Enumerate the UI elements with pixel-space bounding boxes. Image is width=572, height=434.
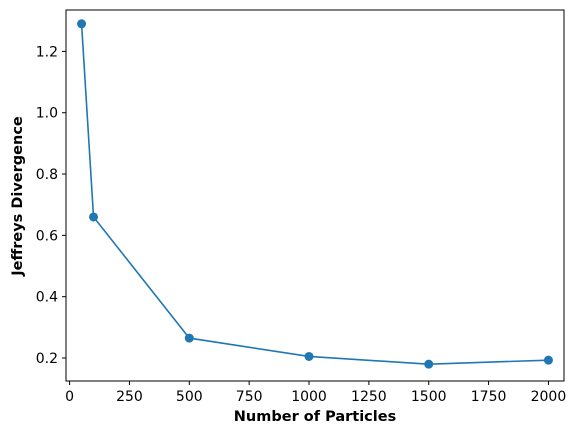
y-tick-label: 0.4 <box>36 290 58 306</box>
y-axis: 0.2 0.4 0.6 0.8 1.0 1.2 <box>36 44 66 367</box>
y-tick-label: 0.8 <box>36 167 58 183</box>
y-tick-label: 0.6 <box>36 228 58 244</box>
x-axis-label: Number of Particles <box>234 409 396 425</box>
y-tick-label: 0.2 <box>36 351 58 367</box>
x-tick-label: 1000 <box>291 389 327 405</box>
x-tick-label: 750 <box>236 389 263 405</box>
data-point <box>424 359 434 369</box>
x-tick-label: 250 <box>116 389 143 405</box>
y-tick-label: 1.2 <box>36 44 58 60</box>
x-axis: 0 250 500 750 1000 1250 1500 1750 2000 <box>65 381 566 405</box>
data-point <box>304 351 314 361</box>
x-tick-label: 500 <box>176 389 203 405</box>
y-tick-label: 1.0 <box>36 106 58 122</box>
x-tick-label: 0 <box>65 389 74 405</box>
x-tick-label: 1500 <box>411 389 447 405</box>
x-tick-label: 1250 <box>351 389 387 405</box>
data-point <box>77 19 87 29</box>
y-axis-label: Jeffreys Divergence <box>10 116 26 277</box>
x-tick-label: 1750 <box>471 389 507 405</box>
x-tick-label: 2000 <box>531 389 567 405</box>
data-point <box>543 355 553 365</box>
series-layer <box>77 19 553 369</box>
data-point <box>184 333 194 343</box>
series-line <box>80 23 549 365</box>
plot-frame <box>65 9 565 382</box>
data-point <box>89 212 99 222</box>
